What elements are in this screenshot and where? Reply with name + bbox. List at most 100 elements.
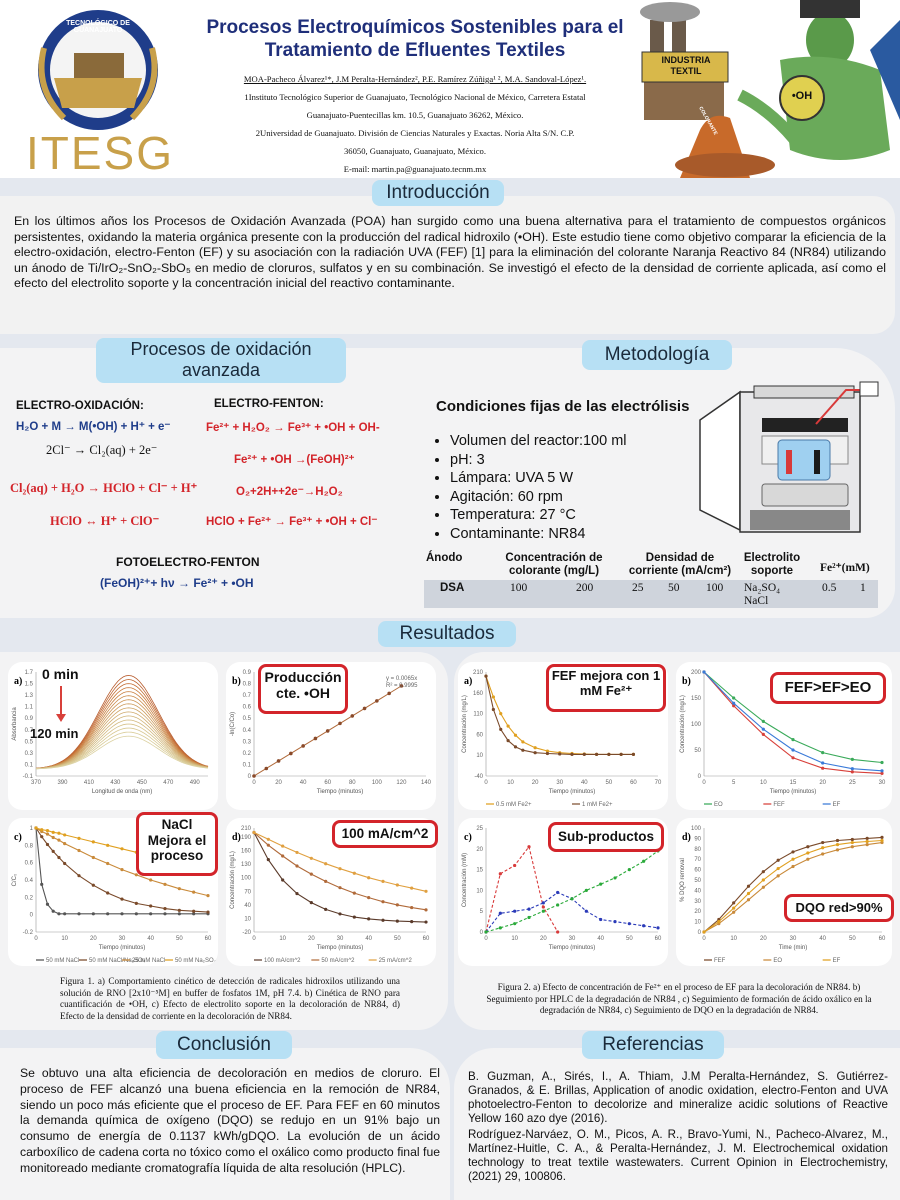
y-tick-label: -40 <box>474 774 483 780</box>
th-densidad: Densidad de corriente (mA/cm²) <box>628 552 732 577</box>
data-point <box>381 918 385 922</box>
y-tick-label: 0.7 <box>243 693 252 699</box>
data-point <box>424 889 428 893</box>
series-line <box>35 827 208 915</box>
data-point <box>865 839 869 844</box>
y-tick-label: 50 <box>694 878 701 884</box>
data-point <box>120 868 124 872</box>
data-point <box>309 872 313 876</box>
data-point <box>424 908 428 912</box>
data-point <box>791 756 795 760</box>
series-line <box>485 850 659 933</box>
data-point <box>352 871 356 875</box>
x-axis-label: Time (min) <box>779 945 807 951</box>
x-tick-label: 0 <box>702 936 706 942</box>
x-tick-label: 10 <box>511 936 518 942</box>
data-point <box>91 883 95 887</box>
data-point <box>134 912 138 916</box>
data-point <box>506 739 510 743</box>
data-point <box>582 752 586 756</box>
data-point <box>835 848 840 852</box>
data-point <box>821 846 825 850</box>
data-point <box>835 843 840 847</box>
data-point <box>791 857 795 861</box>
y-tick-label: 0.8 <box>25 843 34 849</box>
data-point <box>63 861 67 866</box>
data-point <box>484 674 488 678</box>
data-point <box>599 917 603 922</box>
y-axis-label: Absorbancia <box>12 707 18 741</box>
data-point <box>163 882 167 886</box>
x-tick-label: 0 <box>252 780 256 786</box>
y-tick-label: 0.7 <box>25 728 34 734</box>
data-point <box>395 903 399 907</box>
ef-eq-2: Fe²⁺ + •OH →(FeOH)²⁺ <box>234 454 355 466</box>
x-tick-label: 0 <box>702 780 706 786</box>
y-tick-label: -0.1 <box>23 774 34 780</box>
data-point <box>584 909 588 913</box>
x-tick-label: 410 <box>84 780 95 786</box>
y-tick-label: 100 <box>691 826 702 832</box>
data-point <box>338 867 342 871</box>
y-tick-label: 0.6 <box>243 705 252 711</box>
data-point <box>642 924 646 928</box>
y-axis-label: -ln(C/Co) <box>230 712 236 736</box>
legend-label: 25 mA/cm^2 <box>379 958 413 964</box>
x-tick-label: 30 <box>337 936 344 942</box>
data-point <box>484 930 488 934</box>
x-tick-label: 10 <box>279 936 286 942</box>
eo-eq-4: HClO ↔ H⁺ + ClO⁻ <box>50 514 160 528</box>
y-tick-label: 60 <box>476 732 483 738</box>
condition-item: Agitación: 60 rpm <box>450 488 627 507</box>
r2-label: R² = 0.9995 <box>386 683 418 689</box>
data-point <box>352 915 356 919</box>
data-point <box>264 766 269 771</box>
data-point <box>533 746 537 750</box>
x-tick-label: 470 <box>163 780 174 786</box>
ef-eq-3: O₂+2H++2e⁻→H₂O₂ <box>236 486 343 498</box>
logo-ring-text: TECNOLÓGICO DE GUANAJUATO <box>66 20 130 34</box>
data-point <box>499 727 503 732</box>
y-tick-label: 0 <box>698 930 702 936</box>
y-axis-label: Concentración (mg/L) <box>680 695 686 753</box>
logo-text: ITESG <box>25 127 175 179</box>
y-tick-label: 0.5 <box>25 739 34 745</box>
data-point <box>281 878 285 882</box>
data-point <box>206 894 210 898</box>
td-conc-1: 100 <box>510 582 528 594</box>
data-point <box>324 907 328 911</box>
x-tick-label: 490 <box>190 780 201 786</box>
x-tick-label: 10 <box>760 780 767 786</box>
data-point <box>746 891 751 896</box>
data-point <box>395 883 399 887</box>
data-point <box>533 751 537 755</box>
y-axis-label: Concentración (mM) <box>462 853 468 907</box>
x-axis-label: Tiempo (minutos) <box>549 789 595 795</box>
data-point <box>177 887 181 891</box>
y-tick-label: 70 <box>694 857 701 863</box>
y-axis-label: C/C₀ <box>12 873 18 886</box>
affiliation-1a: 1Instituto Tecnológico Superior de Guana… <box>244 92 586 102</box>
data-point <box>410 886 414 890</box>
y-tick-label: 0.3 <box>25 751 34 757</box>
data-point <box>367 917 371 921</box>
data-point <box>594 752 599 756</box>
title-line-2: Tratamiento de Efluentes Textiles <box>264 40 566 61</box>
x-tick-label: 25 <box>849 780 856 786</box>
data-point <box>149 878 153 882</box>
data-point <box>880 771 884 775</box>
superhero-cartoon: INDUSTRIA TEXTIL •OH COLORANTE <box>640 0 900 178</box>
y-tick-label: 20 <box>476 847 483 853</box>
legend-label: 50 mA/cm^2 <box>321 958 355 964</box>
condition-item: Lámpara: UVA 5 W <box>450 469 627 488</box>
x-tick-label: 30 <box>790 936 797 942</box>
ef-eq-1: Fe²⁺ + H₂O₂ → Fe³⁺ + •OH + OH- <box>206 422 380 434</box>
callout-fig1d: 100 mA/cm^2 <box>332 820 438 848</box>
fig2-caption: Figura 2. a) Efecto de concentración de … <box>486 982 872 1015</box>
poster-title: Procesos Electroquímicos Sostenibles par… <box>195 16 635 62</box>
y-axis-label: % DQO removal <box>680 858 686 902</box>
y-tick-label: 1 <box>30 826 34 832</box>
data-point <box>381 879 385 883</box>
data-point <box>77 848 81 853</box>
conditions-list: Volumen del reactor:100 ml pH: 3 Lámpara… <box>432 432 627 543</box>
